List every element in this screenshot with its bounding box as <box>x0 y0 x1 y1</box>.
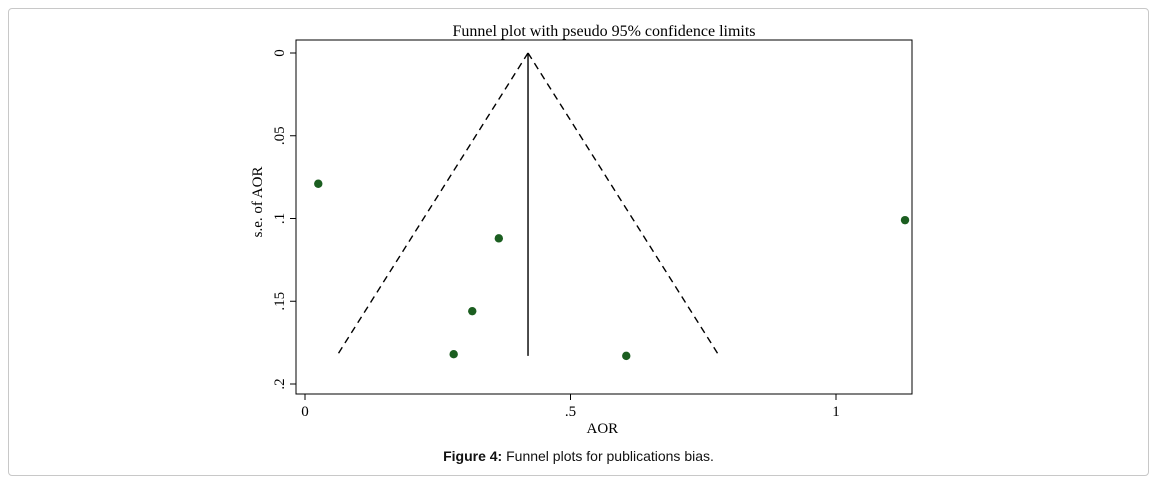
figure-frame <box>8 8 1149 476</box>
data-point-3 <box>449 350 458 359</box>
x-axis-title: AOR <box>587 421 619 437</box>
funnel-right-limit <box>527 52 720 357</box>
y-tick-label-0: 0 <box>272 49 288 57</box>
plot-area <box>295 39 913 395</box>
figure-caption-label: Figure 4: <box>443 448 503 464</box>
y-tick-label-2: .1 <box>272 213 288 224</box>
y-tick-label-4: .2 <box>272 378 288 389</box>
data-point-2 <box>468 306 477 316</box>
y-axis-title: s.e. of AOR <box>250 167 266 238</box>
x-tick-label-0: 0 <box>301 404 309 420</box>
chart-title: Funnel plot with pseudo 95% confidence l… <box>452 23 755 40</box>
x-tick-label-2: 1 <box>832 404 840 420</box>
funnel-left-limit <box>336 52 529 357</box>
data-point-1 <box>494 234 504 243</box>
data-point-5 <box>900 215 910 225</box>
data-point-0 <box>314 179 323 188</box>
figure-caption-text: Funnel plots for publications bias. <box>502 448 714 464</box>
y-tick-label-1: .05 <box>272 126 288 145</box>
x-tick-label-1: .5 <box>565 404 576 420</box>
figure-caption: Figure 4: Funnel plots for publications … <box>0 448 1157 464</box>
data-point-4 <box>622 351 631 361</box>
y-tick-label-3: .15 <box>272 292 288 311</box>
